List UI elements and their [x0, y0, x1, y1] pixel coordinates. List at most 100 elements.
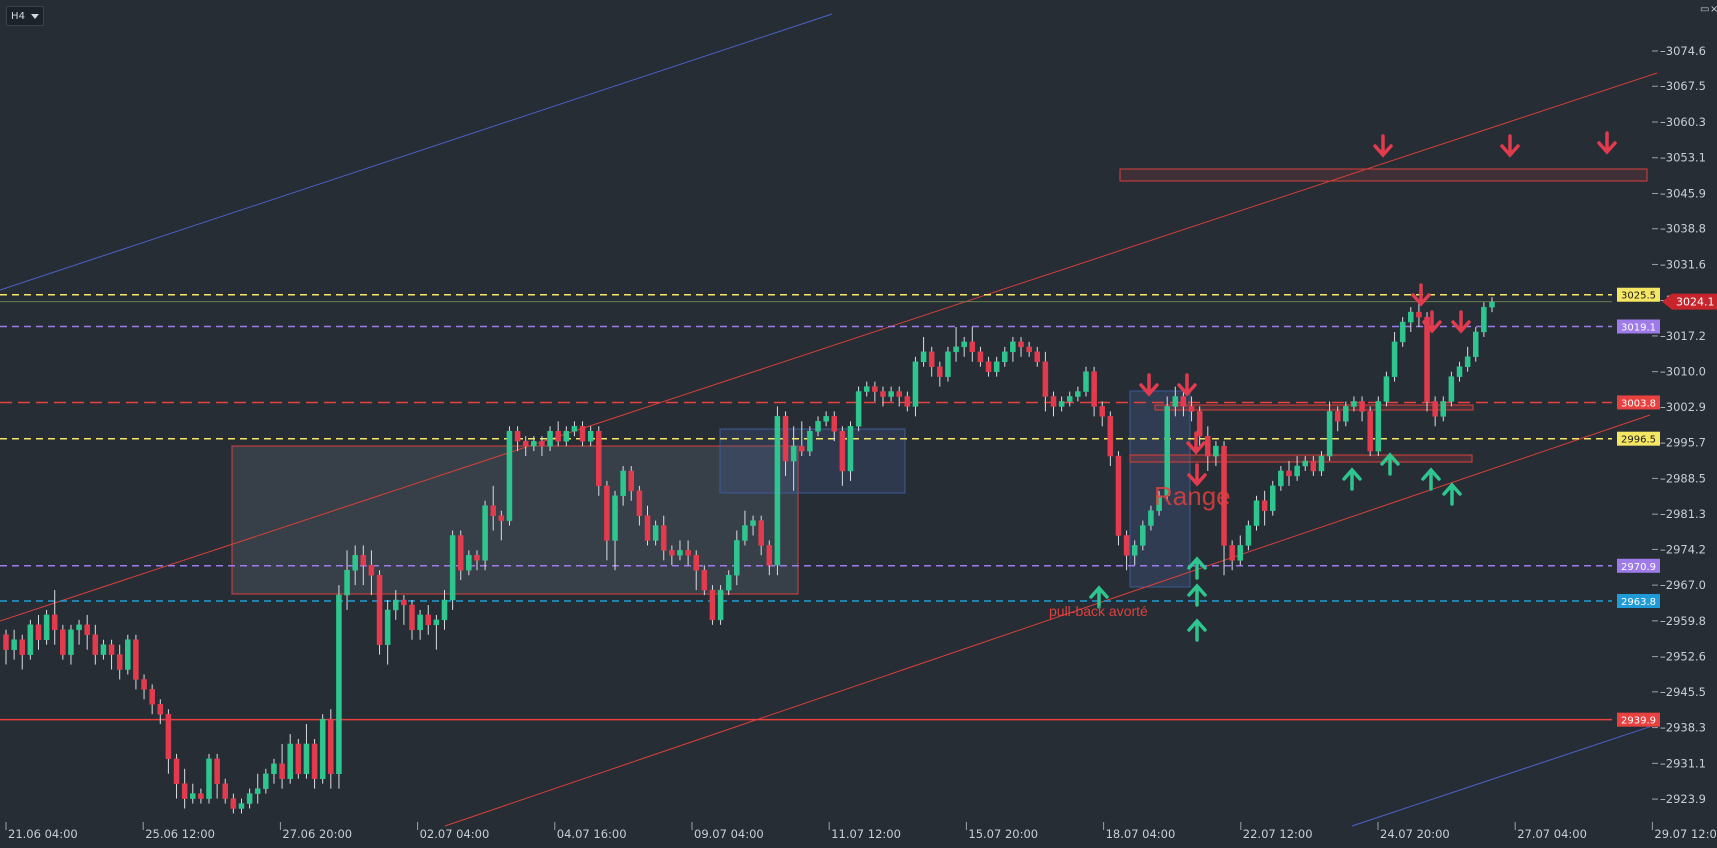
candle-body[interactable] — [490, 505, 496, 516]
candle-body[interactable] — [734, 540, 740, 576]
candle-body[interactable] — [271, 763, 277, 775]
candle-body[interactable] — [441, 599, 448, 621]
candle-body[interactable] — [863, 386, 870, 392]
candle-body[interactable] — [92, 634, 99, 655]
candle-body[interactable] — [1472, 331, 1479, 358]
candle-body[interactable] — [1050, 396, 1057, 407]
candle-body[interactable] — [133, 639, 139, 680]
candle-body[interactable] — [303, 743, 310, 775]
candle-body[interactable] — [295, 743, 302, 775]
candle-body[interactable] — [401, 599, 407, 606]
candle-body[interactable] — [977, 351, 984, 362]
candle-body[interactable] — [1188, 406, 1195, 412]
candle-body[interactable] — [1367, 411, 1373, 452]
candle-body[interactable] — [1002, 351, 1008, 362]
candle-body[interactable] — [165, 713, 172, 760]
candle-body[interactable] — [766, 545, 773, 566]
candle-body[interactable] — [579, 426, 586, 442]
candle-body[interactable] — [1318, 455, 1325, 472]
candle-body[interactable] — [1440, 401, 1447, 417]
candle-body[interactable] — [612, 495, 618, 541]
candle-body[interactable] — [750, 520, 756, 526]
candle-body[interactable] — [1066, 396, 1073, 402]
candle-body[interactable] — [1213, 445, 1219, 457]
candle-body[interactable] — [376, 574, 383, 645]
candle-body[interactable] — [1334, 411, 1341, 422]
candle-body[interactable] — [1269, 485, 1276, 511]
candle-body[interactable] — [311, 743, 318, 779]
candle-body[interactable] — [742, 525, 748, 541]
candle-body[interactable] — [1091, 371, 1097, 407]
candle-body[interactable] — [498, 515, 505, 521]
candle-body[interactable] — [1416, 311, 1422, 318]
candle-body[interactable] — [1464, 356, 1471, 367]
candle-body[interactable] — [652, 525, 659, 541]
candle-body[interactable] — [100, 644, 107, 655]
candle-body[interactable] — [1107, 416, 1114, 457]
candle-body[interactable] — [449, 535, 456, 601]
candle-body[interactable] — [482, 505, 488, 561]
candle-body[interactable] — [425, 614, 432, 626]
candle-body[interactable] — [701, 569, 708, 591]
candle-body[interactable] — [457, 535, 464, 571]
candle-body[interactable] — [43, 614, 50, 640]
candle-body[interactable] — [1075, 391, 1081, 397]
candle-body[interactable] — [993, 361, 1000, 372]
candle-body[interactable] — [141, 679, 147, 690]
candle-body[interactable] — [368, 565, 375, 576]
candle-body[interactable] — [539, 440, 545, 447]
candle-body[interactable] — [1172, 396, 1179, 407]
candle-body[interactable] — [563, 430, 570, 442]
candle-body[interactable] — [717, 589, 724, 621]
candle-body[interactable] — [254, 788, 261, 794]
candle-body[interactable] — [685, 550, 691, 556]
candle-body[interactable] — [725, 574, 732, 591]
candle-body[interactable] — [1278, 470, 1284, 487]
candle-body[interactable] — [1148, 510, 1154, 526]
candle-body[interactable] — [1164, 406, 1170, 497]
candle-body[interactable] — [11, 639, 17, 650]
candle-body[interactable] — [815, 421, 821, 432]
candle-body[interactable] — [116, 654, 123, 670]
candle-body[interactable] — [912, 361, 919, 407]
candle-body[interactable] — [1140, 525, 1146, 546]
candle-body[interactable] — [1205, 435, 1211, 457]
candle-body[interactable] — [1245, 525, 1252, 546]
candle-body[interactable] — [587, 430, 594, 442]
candle-body[interactable] — [807, 430, 813, 452]
candle-body[interactable] — [1310, 460, 1317, 472]
candle-body[interactable] — [1010, 341, 1016, 353]
candle-body[interactable] — [474, 555, 480, 561]
candle-body[interactable] — [466, 555, 472, 571]
candle-body[interactable] — [1456, 366, 1463, 377]
candle-body[interactable] — [1026, 346, 1032, 353]
candle-body[interactable] — [27, 624, 34, 655]
candle-body[interactable] — [555, 430, 561, 442]
candle-body[interactable] — [693, 555, 699, 571]
candle-body[interactable] — [1083, 371, 1089, 392]
candle-body[interactable] — [238, 803, 245, 809]
candle-body[interactable] — [149, 689, 155, 705]
candle-body[interactable] — [514, 430, 521, 442]
candle-body[interactable] — [1375, 401, 1382, 452]
candle-body[interactable] — [547, 430, 553, 447]
candle-body[interactable] — [969, 341, 976, 353]
candle-body[interactable] — [222, 783, 229, 799]
candle-body[interactable] — [1294, 465, 1300, 477]
candle-body[interactable] — [782, 416, 789, 462]
candle-body[interactable] — [1481, 306, 1487, 333]
candle-body[interactable] — [1131, 545, 1138, 556]
candle-body[interactable] — [1099, 406, 1105, 417]
candle-body[interactable] — [1432, 401, 1438, 417]
candle-body[interactable] — [319, 718, 326, 779]
candle-body[interactable] — [1351, 401, 1357, 407]
candle-body[interactable] — [417, 614, 423, 631]
timeframe-selector[interactable]: H4 — [6, 6, 44, 26]
candle-body[interactable] — [68, 629, 74, 655]
candle-body[interactable] — [839, 430, 846, 472]
candle-body[interactable] — [985, 361, 992, 372]
candle-body[interactable] — [774, 416, 781, 566]
candle-body[interactable] — [51, 614, 58, 631]
candle-body[interactable] — [384, 609, 391, 645]
